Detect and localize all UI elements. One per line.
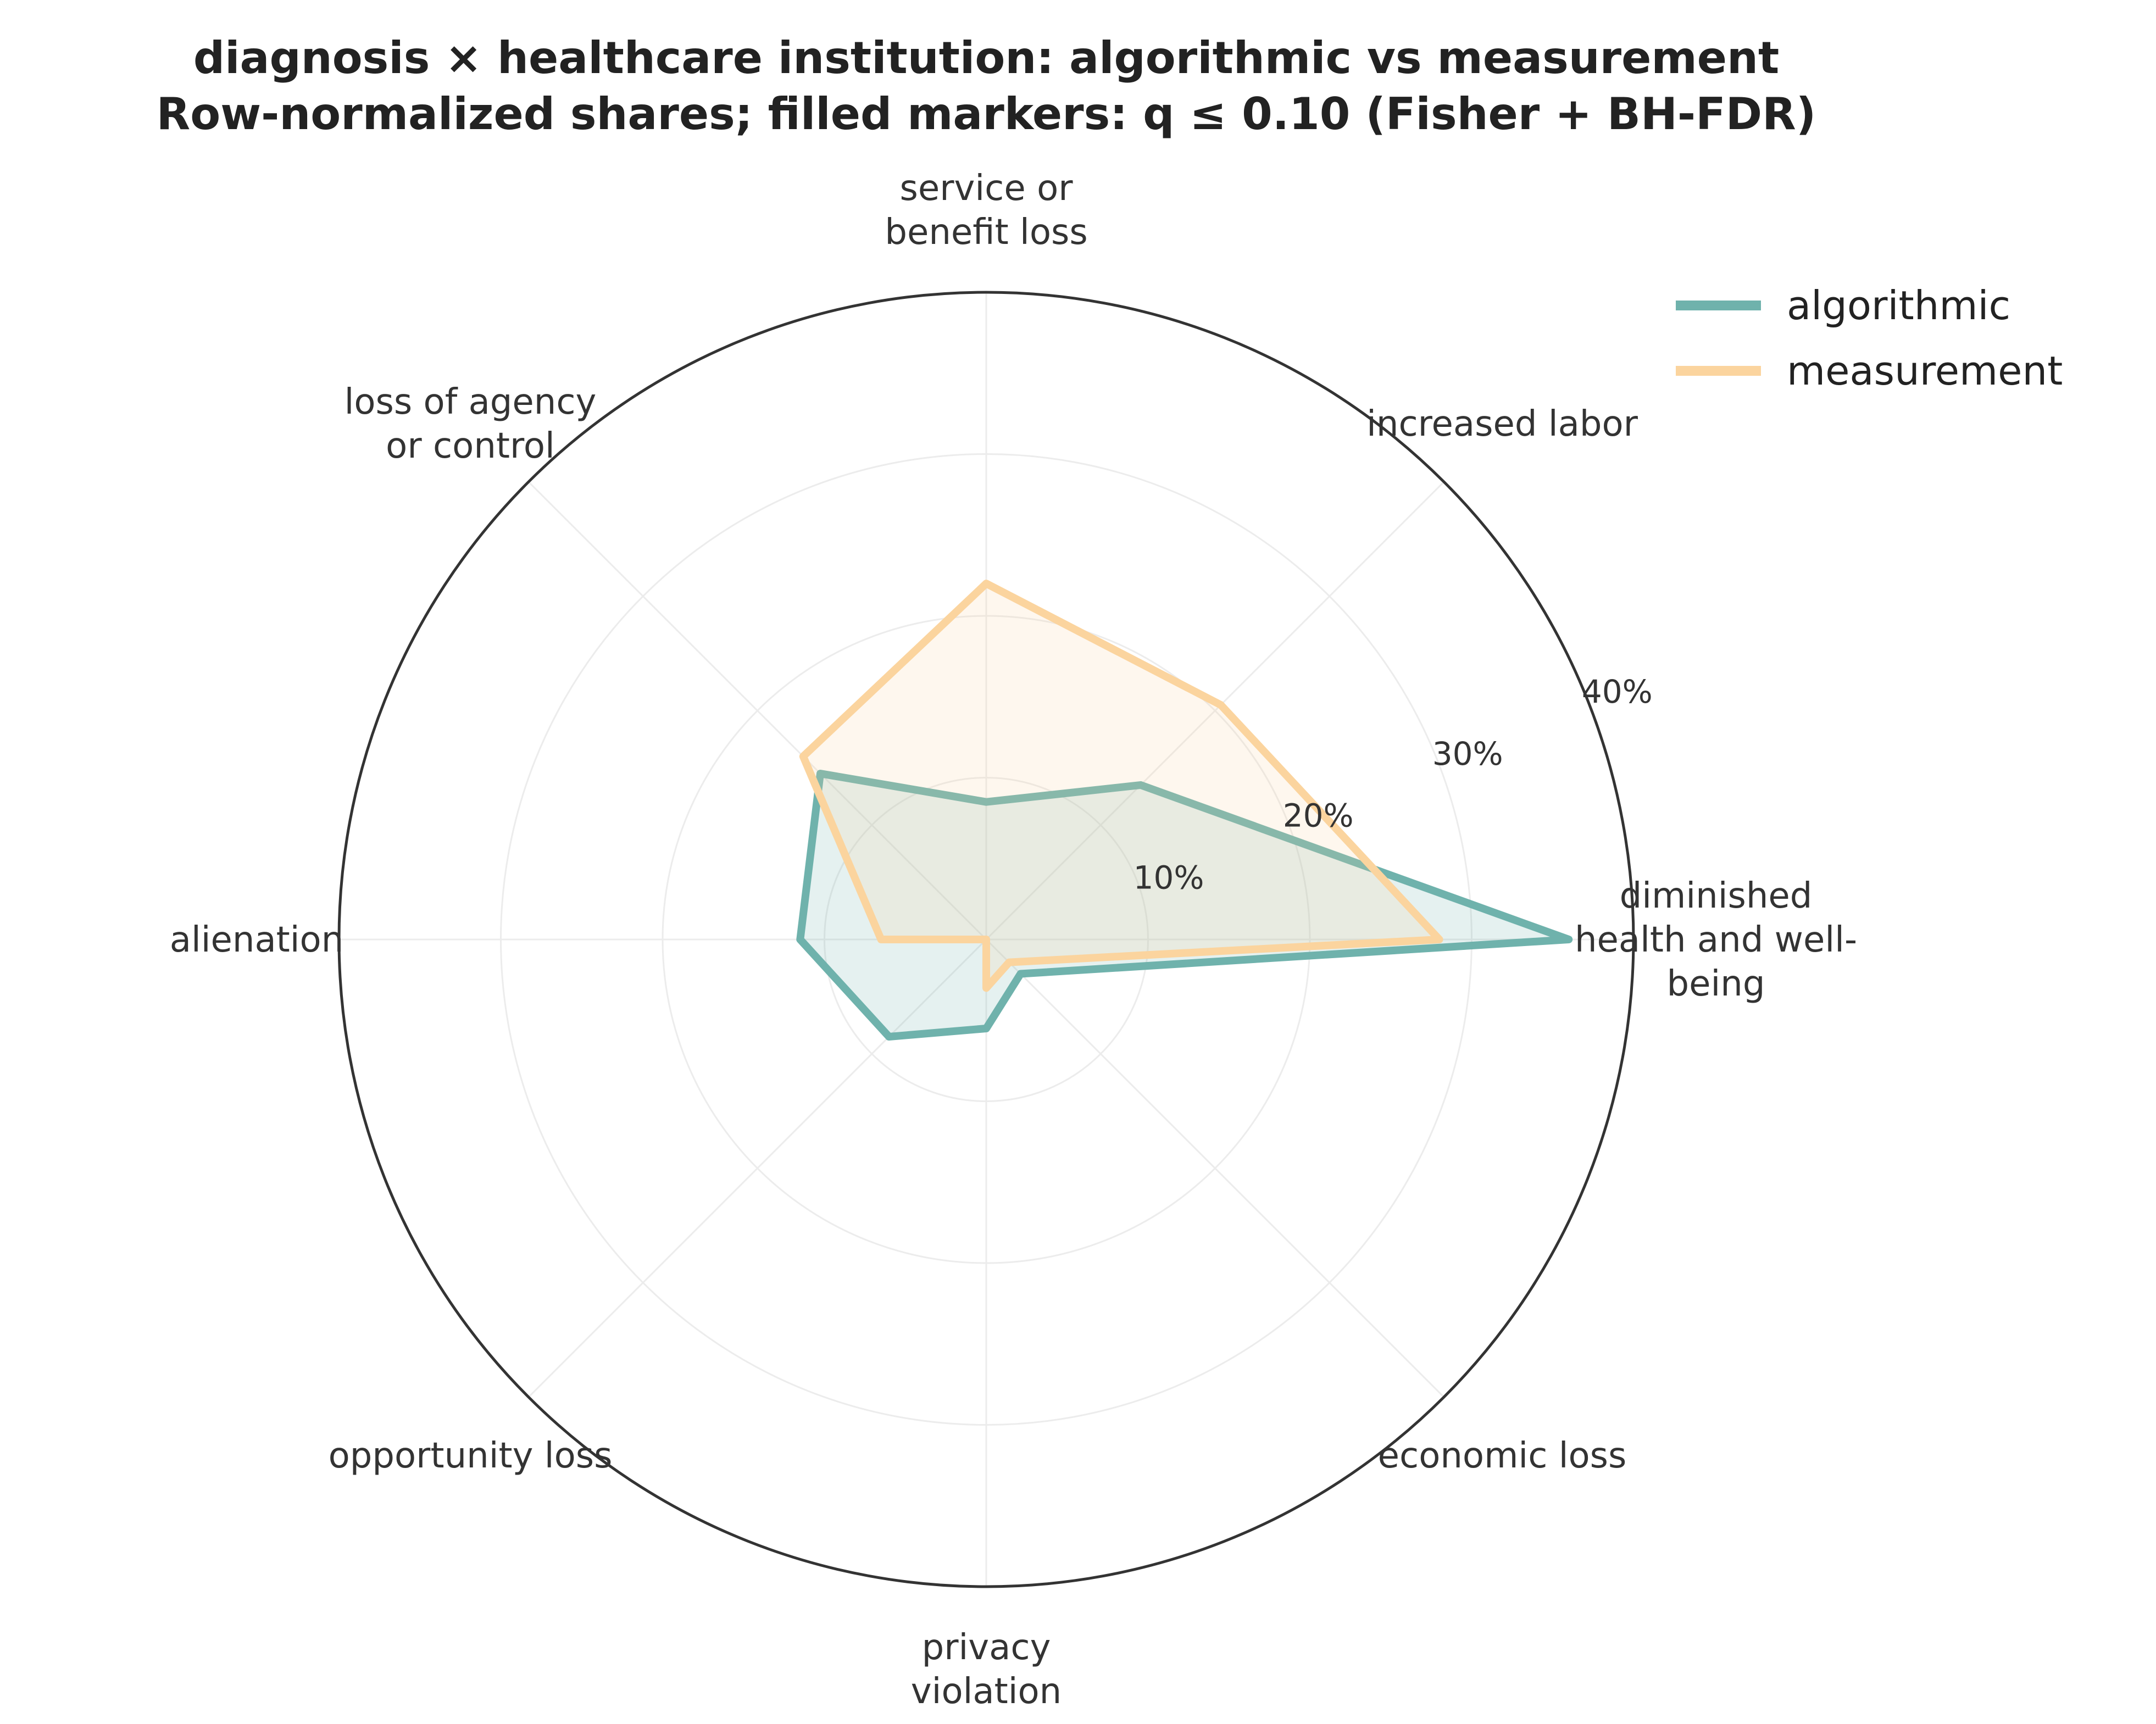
series-line-algorithmic [796,770,1573,1041]
radial-tick-label-30: 30% [1432,735,1503,772]
chart-title: diagnosis × healthcare institution: algo… [157,32,1816,140]
grid-spoke-1 [985,481,1445,941]
axis-label-5: opportunity loss [329,1436,613,1476]
axis-label-6: privacy violation [911,1627,1062,1712]
legend-label-algorithmic: algorithmic [1787,282,2010,329]
grid-spoke-3 [527,481,987,941]
grid-spoke-7 [985,938,1445,1398]
tick-label-layer: 10% 20% 30% 40% [1133,673,1653,896]
legend-label-measurement: measurement [1787,348,2063,394]
axis-label-1: increased labor [1366,404,1638,444]
axis-label-layer: diminished health and well-being increased… [170,168,1857,1712]
radial-tick-label-10: 10% [1133,859,1204,896]
series-line-measurement [799,580,1443,992]
axis-label-7: economic loss [1378,1436,1627,1476]
series-area-algorithmic [800,774,1569,1037]
radial-tick-label-40: 40% [1582,673,1653,710]
polar-frame [337,291,1635,1588]
radial-tick-label-20: 20% [1283,797,1354,835]
legend: algorithmic measurement [1676,282,2063,394]
axis-label-3: loss of agency or control [344,382,597,466]
axis-label-0: diminished health and well-being [1575,876,1857,1004]
axis-label-2: service or benefit loss [885,168,1087,253]
title-line-2: Row-normalized shares; filled markers: q… [157,88,1816,140]
title-line-1: diagnosis × healthcare institution: algo… [193,32,1779,84]
series-area-measurement [803,583,1440,988]
axis-label-4: alienation [170,920,344,960]
series-layer [796,580,1573,1041]
grid-spoke-5 [527,938,987,1398]
grid-layer [337,291,1635,1588]
